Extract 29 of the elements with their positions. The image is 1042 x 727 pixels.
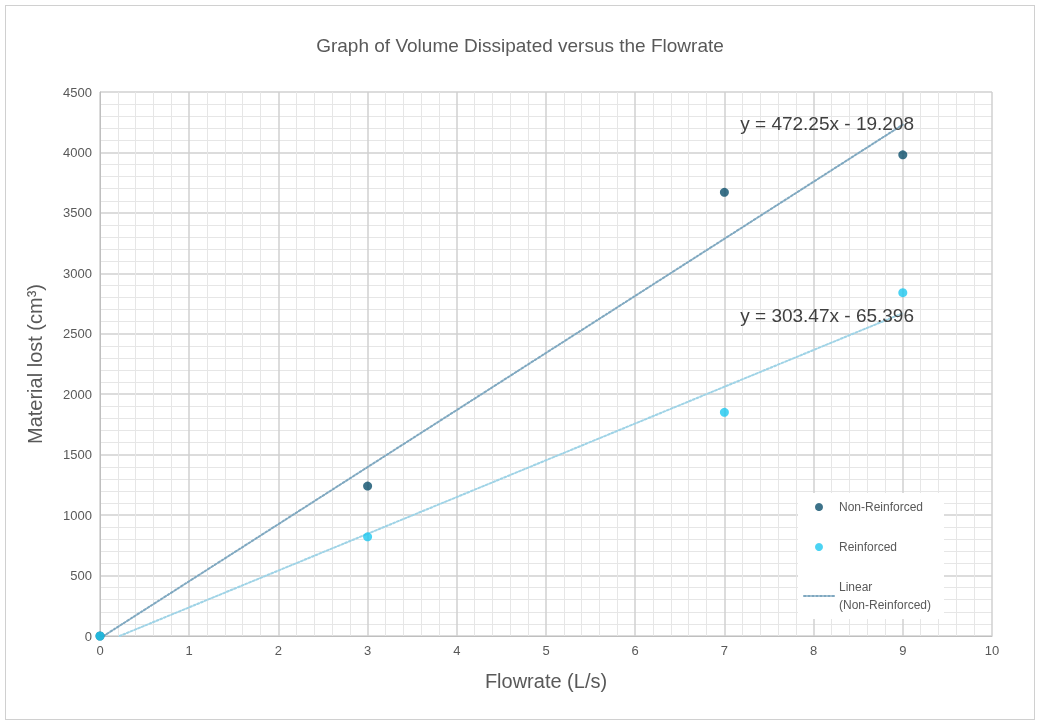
- x-tick-label: 6: [631, 643, 639, 658]
- annotation: y = 472.25x - 19.208: [740, 113, 914, 134]
- legend-label: Reinforced: [839, 540, 898, 554]
- x-tick-label: 2: [274, 643, 283, 658]
- y-tick-label: 4000: [63, 144, 92, 160]
- y-tick-label: 0: [84, 628, 92, 644]
- x-tick-label: 10: [984, 643, 1000, 658]
- x-tick-label: 7: [720, 643, 729, 658]
- x-tick-label: 0: [96, 643, 104, 658]
- y-tick-label: 3500: [63, 205, 92, 221]
- x-tick-label: 1: [185, 643, 193, 658]
- y-tick-label: 4500: [63, 84, 92, 100]
- y-tick-label: 2500: [63, 326, 92, 342]
- x-tick-label: 8: [809, 643, 818, 658]
- y-tick-label: 3000: [63, 265, 92, 281]
- x-axis-title: Flowrate (L/s): [484, 670, 608, 692]
- y-tick-label: 500: [70, 568, 92, 584]
- x-tick-label: 3: [363, 643, 372, 658]
- legend-label: Linear (Non-Reinforced): [839, 580, 932, 612]
- y-axis-title: Material lost (cm³): [24, 283, 46, 445]
- legend-label: Non-Reinforced: [839, 500, 924, 514]
- y-tick-label: 1500: [63, 447, 92, 463]
- y-tick-label: 2000: [63, 386, 92, 402]
- y-tick-label: 1000: [63, 507, 92, 523]
- x-tick-label: 5: [542, 643, 550, 658]
- x-tick-label: 9: [899, 643, 907, 658]
- x-tick-label: 4: [453, 643, 461, 658]
- chart-title: Graph of Volume Dissipated versus the Flowrate: [316, 35, 724, 56]
- annotation: y = 303.47x - 65.396: [740, 305, 914, 326]
